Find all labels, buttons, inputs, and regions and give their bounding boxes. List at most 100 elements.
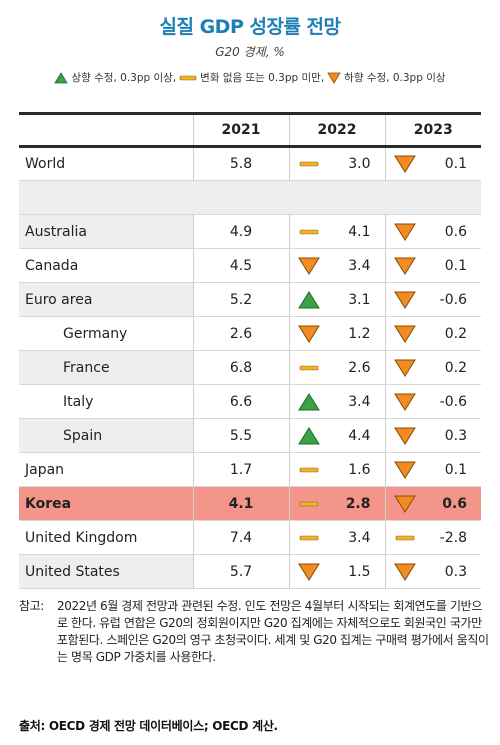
triangle-up-icon [290, 290, 328, 309]
value-2022: 1.2 [288, 316, 385, 351]
value-2022-text: 1.2 [348, 325, 371, 342]
value-2021-text: 4.9 [229, 223, 253, 240]
legend-label-flat: 변화 없음 또는 0.3pp 미만, [200, 72, 325, 84]
triangle-down-icon [290, 325, 328, 343]
table-header-row: 2021 2022 2023 [19, 112, 481, 148]
table-row: United Kingdom 7.4 3.4 -2.8 [19, 520, 481, 555]
legend-item-flat: 변화 없음 또는 0.3pp 미만, [179, 70, 324, 85]
value-2023-text: 0.6 [442, 495, 467, 512]
dash-icon [290, 466, 328, 474]
triangle-down-icon [290, 563, 328, 581]
value-2022-text: 2.6 [348, 359, 371, 376]
value-2023-text: 0.6 [444, 223, 467, 240]
value-2021-text: 2.6 [229, 325, 253, 342]
value-2021-text: 5.2 [229, 291, 253, 308]
triangle-down-icon [386, 291, 424, 309]
row-name: Italy [63, 393, 94, 410]
triangle-up-icon [290, 392, 328, 411]
chart-title: 실질 GDP 성장률 전망 [159, 16, 342, 38]
value-2023: -2.8 [384, 520, 481, 555]
footnote: 참고: 2022년 6월 경제 전망과 관련된 수정. 인도 전망은 4월부터 … [19, 598, 489, 666]
triangle-down-icon [386, 155, 424, 173]
table-row: Japan 1.7 1.6 0.1 [19, 452, 481, 487]
row-name: Australia [25, 223, 87, 240]
value-2022: 4.1 [288, 214, 385, 249]
footnote-label: 참고: [19, 599, 44, 613]
legend-label-up: 상향 수정, 0.3pp 이상, [71, 72, 177, 84]
blank-cell [19, 180, 481, 215]
chart-subtitle: G20 경제, % [215, 45, 285, 59]
table-row: Germany 2.6 1.2 0.2 [19, 316, 481, 351]
value-2021-text: 6.6 [229, 393, 253, 410]
value-2023: -0.6 [384, 282, 481, 317]
row-name: World [25, 156, 66, 172]
triangle-down-icon [386, 427, 424, 445]
value-2022-text: 1.6 [348, 461, 371, 478]
triangle-down-icon [386, 359, 424, 377]
value-2021-text: 5.5 [229, 427, 253, 444]
value-2022: 1.5 [288, 554, 385, 589]
value-2023-text: 0.1 [444, 156, 467, 172]
row-name: Germany [63, 325, 128, 342]
header-2023: 2023 [384, 112, 481, 148]
value-2021: 5.2 [192, 282, 289, 317]
value-2022: 3.4 [288, 384, 385, 419]
value-2021: 6.8 [192, 350, 289, 385]
value-2022-text: 3.4 [348, 529, 371, 546]
value-2022: 2.8 [288, 486, 385, 521]
row-name: Spain [63, 427, 103, 444]
forecast-table: 2021 2022 2023 World 5.8 3.0 0.1 Australia 4.… [19, 112, 481, 589]
value-2021: 7.4 [192, 520, 289, 555]
row-name: France [63, 359, 110, 376]
value-2021: 4.1 [192, 486, 289, 521]
value-2021: 4.9 [192, 214, 289, 249]
value-2021-text: 7.4 [229, 529, 253, 546]
value-2023-text: -2.8 [439, 529, 467, 546]
value-2021: 1.7 [192, 452, 289, 487]
value-2023: -0.6 [384, 384, 481, 419]
value-2023: 0.1 [384, 248, 481, 283]
value-2021-text: 5.8 [229, 156, 253, 172]
value-2023: 0.6 [384, 486, 481, 521]
value-2021: 5.7 [192, 554, 289, 589]
triangle-down-icon [386, 563, 424, 581]
value-2023: 0.3 [384, 418, 481, 453]
value-2022: 3.4 [288, 520, 385, 555]
value-2023: 0.1 [384, 146, 481, 181]
value-2023-text: 0.1 [444, 461, 467, 478]
value-2022: 3.4 [288, 248, 385, 283]
row-name: United States [25, 563, 120, 580]
triangle-down-icon [386, 393, 424, 411]
triangle-down-icon [386, 257, 424, 275]
value-2023-text: 0.3 [444, 563, 467, 580]
value-2022-text: 3.1 [348, 291, 371, 308]
value-2022: 3.1 [288, 282, 385, 317]
row-name: Euro area [25, 291, 93, 308]
value-2023-text: 0.2 [444, 325, 467, 342]
row-name: Canada [25, 257, 79, 274]
value-2022-text: 3.4 [348, 393, 371, 410]
header-2021: 2021 [192, 112, 289, 148]
value-2021: 2.6 [192, 316, 289, 351]
value-2021-text: 4.1 [228, 495, 254, 512]
value-2023-text: 0.2 [444, 359, 467, 376]
table-row-blank [19, 180, 481, 215]
table-row: Euro area 5.2 3.1 -0.6 [19, 282, 481, 317]
value-2022-text: 4.4 [348, 427, 371, 444]
triangle-up-icon [290, 426, 328, 445]
triangle-down-icon [386, 223, 424, 241]
value-2022: 4.4 [288, 418, 385, 453]
table-row: Canada 4.5 3.4 0.1 [19, 248, 481, 283]
value-2022-text: 2.8 [345, 495, 371, 512]
value-2021: 6.6 [192, 384, 289, 419]
table-body: World 5.8 3.0 0.1 Australia 4.9 4.1 0.6 Canada 4.… [19, 146, 481, 589]
dash-icon [290, 500, 328, 508]
dash-icon [290, 534, 328, 542]
source-note: 출처: OECD 경제 전망 데이터베이스; OECD 계산. [19, 719, 278, 733]
header-blank [19, 112, 193, 148]
value-2021-text: 1.7 [229, 461, 253, 478]
footnote-text: 2022년 6월 경제 전망과 관련된 수정. 인도 전망은 4월부터 시작되는… [57, 599, 489, 664]
row-name: Korea [19, 486, 193, 521]
triangle-down-icon [290, 257, 328, 275]
triangle-down-icon [386, 495, 424, 513]
